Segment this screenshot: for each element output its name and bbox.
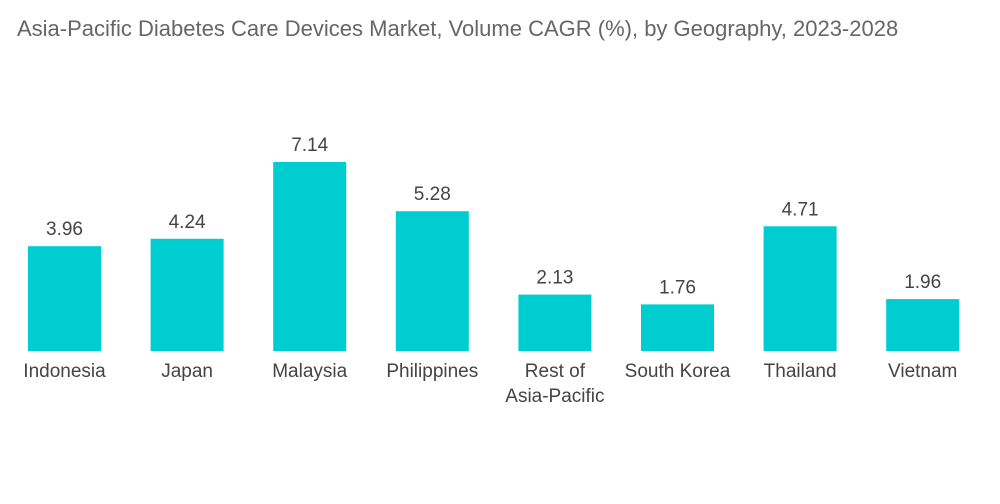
category-label: Philippines	[386, 361, 478, 382]
bar-value-label: 4.24	[169, 212, 206, 233]
bar	[150, 238, 224, 351]
category-label: South Korea	[625, 361, 731, 382]
bar-value-label: 7.14	[291, 135, 328, 156]
category-label: Indonesia	[23, 361, 106, 382]
bar-value-label: 2.13	[536, 268, 573, 289]
chart-title: Asia-Pacific Diabetes Care Devices Marke…	[17, 16, 899, 41]
bar	[395, 211, 469, 351]
category-label: Asia-Pacific	[505, 386, 604, 407]
bar-value-label: 4.71	[782, 199, 819, 220]
bar-value-label: 1.76	[659, 277, 696, 298]
bar-value-label: 3.96	[46, 219, 83, 240]
bar	[641, 304, 714, 351]
category-label: Rest of	[525, 361, 586, 382]
category-label: Thailand	[764, 361, 837, 382]
bar	[28, 246, 101, 351]
category-label: Malaysia	[272, 361, 347, 382]
category-label: Vietnam	[888, 361, 957, 382]
bar-value-label: 5.28	[414, 184, 451, 205]
bar	[273, 162, 347, 351]
bar	[763, 226, 837, 351]
bar	[886, 299, 960, 351]
category-label: Japan	[161, 361, 213, 382]
bar-value-label: 1.96	[904, 272, 941, 293]
bar	[518, 294, 592, 351]
